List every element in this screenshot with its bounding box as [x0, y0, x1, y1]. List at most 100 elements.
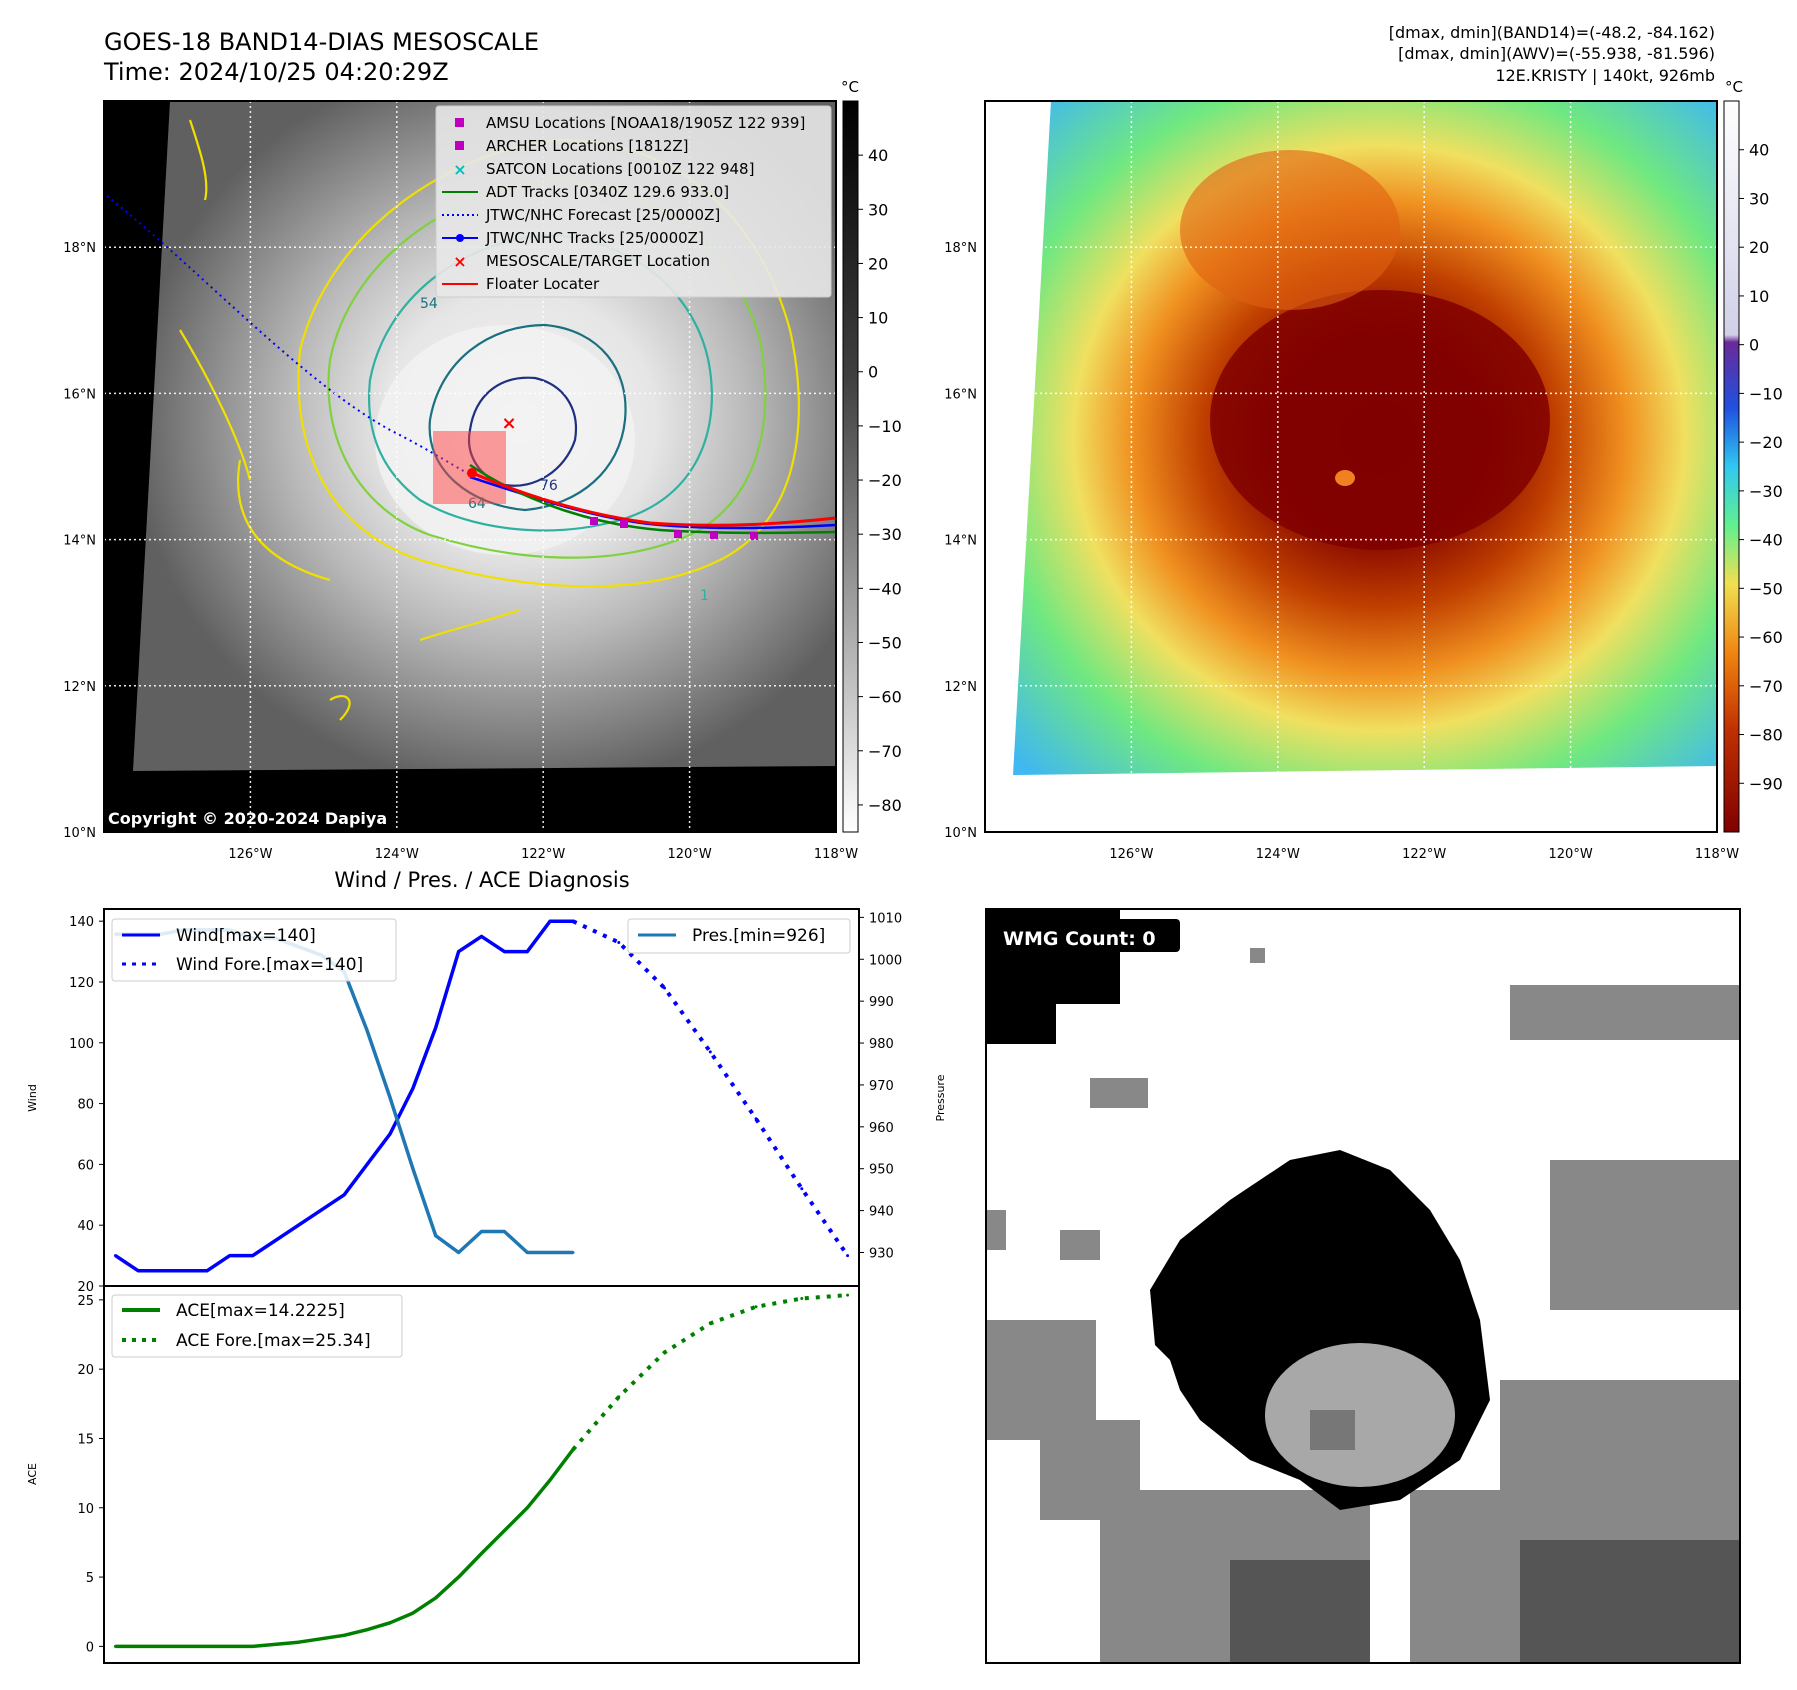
- wind-series-0-point: [480, 934, 483, 938]
- stats-band14: [dmax, dmin](BAND14)=(-48.2, -84.162): [1389, 23, 1715, 42]
- floater-box: [433, 431, 506, 504]
- ir-lon-tick-label: 124°W: [375, 847, 419, 862]
- wind-series-1-point: [708, 1050, 712, 1054]
- wind-series-0-point: [502, 950, 506, 954]
- ace-series-0-point: [388, 1621, 392, 1625]
- wmg-dark-south: [1230, 1560, 1370, 1663]
- ir-colorbar-tick-label: −60: [868, 688, 902, 707]
- ir-colorbar-tick-label: −10: [868, 417, 902, 436]
- ace-series-0-point: [434, 1596, 438, 1600]
- awv-colorbar-tick-label: −80: [1749, 726, 1783, 745]
- wind-series-2-point: [388, 1096, 392, 1099]
- legend-wind-forecast-label: Wind Fore.[max=140]: [176, 955, 363, 975]
- legend-item-6-x-icon: ×: [453, 252, 466, 271]
- contour-label-76: 76: [540, 478, 558, 494]
- wind-series-2-point: [480, 1230, 483, 1234]
- legend-item-4-label: JTWC/NHC Forecast [25/0000Z]: [485, 206, 720, 224]
- ace-series-0-point: [113, 1644, 117, 1648]
- legend-pressure-label: Pres.[min=926]: [692, 926, 825, 946]
- wind-ytick-right-label: 970: [869, 1079, 894, 1094]
- mesoscale-target-icon: ×: [501, 413, 516, 434]
- ace-series-0-point: [480, 1552, 483, 1556]
- wind-ytick-label: 60: [77, 1158, 94, 1173]
- ace-legend: ACE[max=14.2225] ACE Fore.[max=25.34]: [111, 1294, 403, 1358]
- awv-map-panel: [984, 100, 1718, 833]
- wind-series-1-point: [754, 1117, 758, 1121]
- wind-ytick-right-label: 960: [869, 1121, 894, 1136]
- ir-legend: AMSU Locations [NOAA18/1905Z 122 939] ARC…: [435, 105, 832, 298]
- ace-series-1-point: [846, 1293, 850, 1297]
- awv-lat-tick-label: 10°N: [944, 826, 977, 841]
- awv-colorbar-tick-label: 0: [1749, 336, 1759, 355]
- ir-colorbar-tick-label: −50: [868, 633, 902, 652]
- ace-series-1-point: [571, 1448, 575, 1452]
- legend-ace-forecast-label: ACE Fore.[max=25.34]: [176, 1331, 371, 1351]
- wind-series-0-point: [182, 1269, 186, 1273]
- wind-series-2-point: [525, 1250, 529, 1254]
- wind-ytick-right-label: 1010: [869, 911, 902, 926]
- awv-eye: [1335, 470, 1355, 486]
- legend-item-6: × MESOSCALE/TARGET Location: [453, 252, 710, 271]
- awv-colorbar-tick-label: −50: [1749, 579, 1783, 598]
- wind-ytick-right-label: 990: [869, 995, 894, 1010]
- legend-item-1-square-icon: [455, 141, 464, 150]
- wmg-gray-west-small: [986, 1210, 1006, 1250]
- ace-ytick-label: 5: [86, 1571, 94, 1586]
- ace-ytick-label: 10: [77, 1502, 94, 1517]
- ir-colorbar-tick-label: −80: [868, 796, 902, 815]
- wmg-gray-southwest: [1040, 1420, 1140, 1520]
- wind-ytick-label: 40: [77, 1219, 94, 1234]
- wind-ytick-label: 140: [69, 915, 94, 930]
- wind-series-0-point: [342, 1193, 346, 1197]
- ir-colorbar-tick-label: −30: [868, 525, 902, 544]
- awv-colorbar-tick-label: 30: [1749, 189, 1769, 208]
- ir-lat-tick-label: 18°N: [63, 241, 96, 256]
- figure-time: Time: 2024/10/25 04:20:29Z: [103, 58, 449, 86]
- legend-item-1: ARCHER Locations [1812Z]: [455, 137, 689, 155]
- ace-series-0-point: [296, 1640, 300, 1644]
- wmg-eye-center: [1310, 1410, 1355, 1450]
- ace-series-1-point: [708, 1321, 712, 1325]
- ir-colorbar-unit: °C: [841, 78, 859, 96]
- awv-core: [1210, 290, 1550, 550]
- legend-item-4: JTWC/NHC Forecast [25/0000Z]: [442, 206, 720, 224]
- wind-series-1-point: [800, 1187, 804, 1191]
- stats-awv: [dmax, dmin](AWV)=(-55.938, -81.596): [1398, 44, 1715, 63]
- wind-pressure-chart: Wind Pressure 20 40 60 80 100 120 140 930 940 950…: [26, 908, 947, 1295]
- legend-item-3-label: ADT Tracks [0340Z 129.6 933.0]: [486, 183, 729, 201]
- wind-ytick-right-label: 930: [869, 1246, 894, 1261]
- legend-item-3: ADT Tracks [0340Z 129.6 933.0]: [442, 183, 729, 201]
- wind-series-2-point: [434, 1234, 438, 1238]
- legend-item-2-x-icon: ×: [453, 160, 466, 179]
- awv-lat-tick-label: 16°N: [944, 387, 977, 402]
- awv-colorbar-tick-label: −10: [1749, 384, 1783, 403]
- legend-item-0: AMSU Locations [NOAA18/1905Z 122 939]: [455, 114, 805, 132]
- awv-axis-labels: 126°W 124°W 122°W 120°W 118°W 18°N 16°N 14°N 12°…: [944, 241, 1739, 862]
- copyright-text: Copyright © 2020-2024 Dapiya: [108, 809, 387, 828]
- wind-series-0-point: [205, 1269, 209, 1273]
- wind-series-0-point: [228, 1254, 232, 1258]
- legend-ace-label: ACE[max=14.2225]: [176, 1301, 345, 1321]
- adt-track: [469, 463, 836, 535]
- awv-colorbar: °C 40 30 20 10 0 −10 −20 −30 −40 −50 −60 −70 −80 −90: [1723, 78, 1783, 833]
- wind-ytick-label: 20: [77, 1280, 94, 1295]
- ir-colorbar-tick-label: −20: [868, 471, 902, 490]
- legend-item-7-label: Floater Locater: [486, 275, 600, 293]
- awv-colorbar-tick-label: 40: [1749, 141, 1769, 160]
- ir-colorbar-tick-label: 20: [868, 254, 888, 273]
- legend-item-5-dot-icon: [456, 234, 464, 242]
- ace-ytick-label: 0: [86, 1640, 94, 1655]
- awv-map-frame: [984, 100, 1718, 833]
- diagnosis-chart-title: Wind / Pres. / ACE Diagnosis: [334, 868, 629, 892]
- wind-series-0-point: [548, 919, 552, 923]
- wind-series-2-point: [571, 1250, 575, 1254]
- figure-title: GOES-18 BAND14-DIAS MESOSCALE: [104, 28, 539, 56]
- ir-lat-tick-label: 12°N: [63, 680, 96, 695]
- wind-series-1-point: [571, 919, 575, 923]
- awv-colorbar-tick-label: 10: [1749, 287, 1769, 306]
- ir-lat-tick-label: 14°N: [63, 534, 96, 549]
- wmg-eyewall-top: [1345, 1190, 1390, 1220]
- awv-colorbar-unit: °C: [1725, 78, 1743, 96]
- ir-lon-tick-label: 126°W: [228, 847, 272, 862]
- ir-lon-tick-label: 122°W: [521, 847, 565, 862]
